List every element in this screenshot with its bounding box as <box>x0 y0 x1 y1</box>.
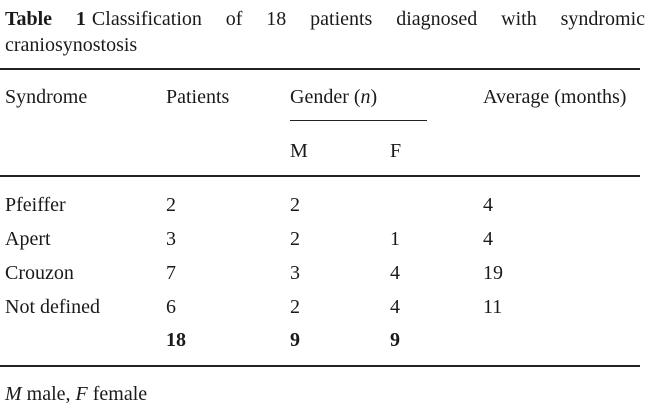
table-caption: Table 1 Classification of 18 patients dia… <box>5 6 645 58</box>
row-2-male: 2 <box>290 228 300 250</box>
row-2-patients: 3 <box>166 228 176 250</box>
table-footnote: M male, F female <box>5 382 147 406</box>
row-2-syndrome: Apert <box>5 228 51 250</box>
row-3-average: 19 <box>483 262 503 284</box>
footnote-f-text: female <box>92 383 148 405</box>
row-1-male: 2 <box>290 194 300 216</box>
total-female: 9 <box>390 329 400 351</box>
top-rule <box>0 68 640 70</box>
header-average: Average (months) <box>483 86 627 108</box>
row-4-patients: 6 <box>166 296 176 318</box>
footnote-m-abbr: M <box>5 383 22 405</box>
table-label: Table 1 <box>5 8 86 30</box>
row-1-syndrome: Pfeiffer <box>5 194 66 216</box>
header-rule <box>0 175 640 177</box>
row-2-female: 1 <box>390 228 400 250</box>
total-patients: 18 <box>166 329 186 351</box>
row-1-patients: 2 <box>166 194 176 216</box>
row-4-average: 11 <box>483 296 503 318</box>
header-gender-n: n <box>360 86 371 108</box>
row-1-average: 4 <box>483 194 493 216</box>
total-male: 9 <box>290 329 300 351</box>
row-3-patients: 7 <box>166 262 176 284</box>
header-gender: Gender (n) <box>290 85 377 109</box>
row-2-average: 4 <box>483 228 493 250</box>
footnote-f-abbr: F <box>75 383 88 405</box>
row-4-syndrome: Not defined <box>5 296 100 318</box>
gender-subrule <box>290 120 427 121</box>
header-male: M <box>290 140 308 162</box>
row-3-female: 4 <box>390 262 400 284</box>
header-syndrome: Syndrome <box>5 86 88 108</box>
row-4-female: 4 <box>390 296 400 318</box>
row-3-male: 3 <box>290 262 300 284</box>
table-caption-text: Classification of 18 patients diagnosed … <box>5 8 645 56</box>
header-gender-suffix: ) <box>370 86 378 108</box>
footnote-m-text: male, <box>26 383 71 405</box>
row-3-syndrome: Crouzon <box>5 262 74 284</box>
header-gender-prefix: Gender ( <box>290 86 361 108</box>
header-female: F <box>390 140 402 162</box>
bottom-rule <box>0 365 640 367</box>
header-patients: Patients <box>166 86 230 108</box>
row-4-male: 2 <box>290 296 300 318</box>
